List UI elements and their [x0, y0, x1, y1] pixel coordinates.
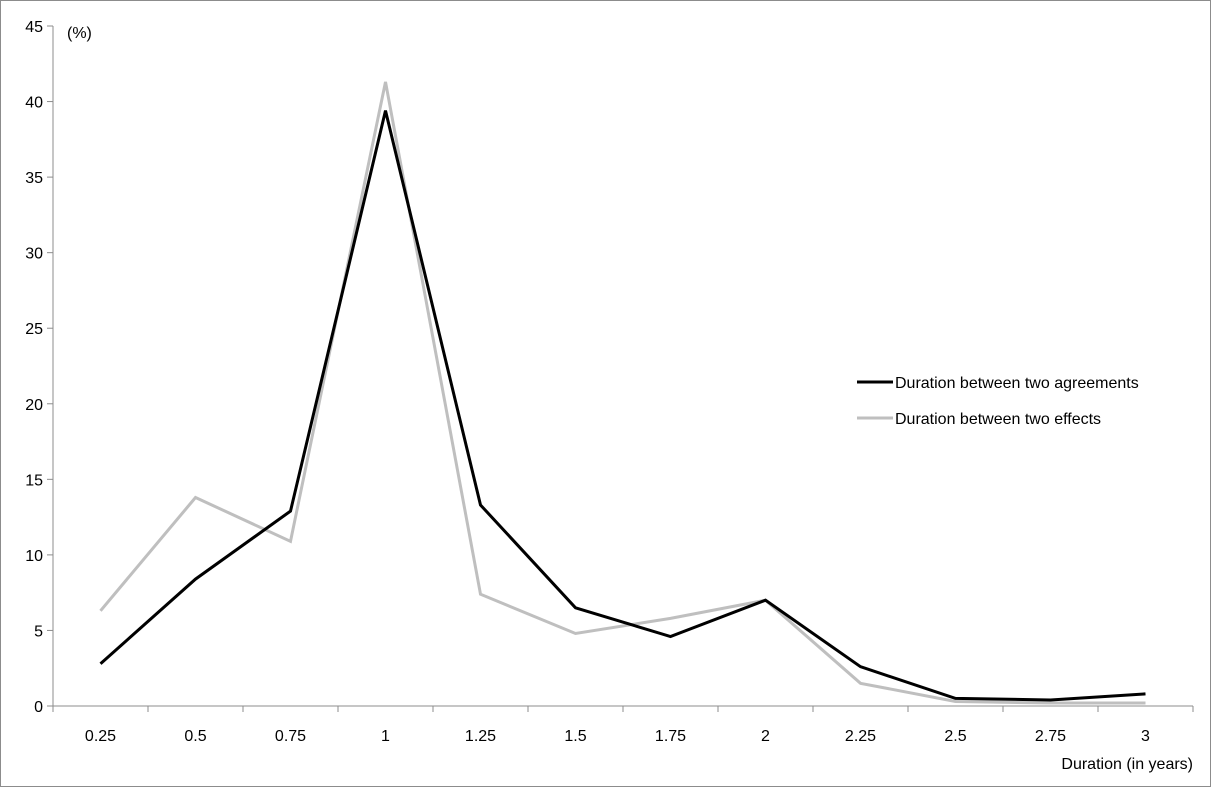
- x-tick-label: 1: [381, 728, 390, 745]
- x-axis: 0.25 0.5 0.75 1 1.25 1.5 1.75 2 2.25 2.5 2.75 3: [52, 705, 1194, 745]
- legend: Duration between two agreements Duration …: [857, 375, 1139, 428]
- x-tick-label: 0.25: [85, 728, 116, 745]
- x-tick-label: 2.25: [845, 728, 876, 745]
- y-tick-label: 40: [25, 95, 43, 112]
- x-tick-label: 3: [1141, 728, 1150, 745]
- x-tick-label: 2: [761, 728, 770, 745]
- y-tick-label: 10: [25, 548, 43, 565]
- y-axis: 0 5 10 15 20 25 30 35 40 45: [25, 19, 54, 716]
- y-axis-label: (%): [67, 25, 92, 42]
- y-tick-label: 25: [25, 321, 43, 338]
- legend-label: Duration between two agreements: [895, 375, 1139, 392]
- x-tick-label: 1.25: [465, 728, 496, 745]
- y-tick-label: 15: [25, 472, 43, 489]
- series-line-agreements: [99, 110, 1146, 702]
- x-tick-label: 0.75: [275, 728, 306, 745]
- x-tick-label: 1.75: [655, 728, 686, 745]
- y-tick-label: 0: [34, 699, 43, 716]
- x-tick-label: 2.5: [944, 728, 966, 745]
- x-tick-label: 2.75: [1035, 728, 1066, 745]
- x-axis-label: Duration (in years): [1061, 756, 1193, 773]
- y-tick-label: 35: [25, 170, 43, 187]
- y-tick-label: 30: [25, 246, 43, 263]
- x-tick-label: 0.5: [184, 728, 206, 745]
- y-tick-label: 45: [25, 19, 43, 36]
- x-tick-label: 1.5: [564, 728, 586, 745]
- series-layer: [99, 81, 1146, 705]
- legend-label: Duration between two effects: [895, 411, 1101, 428]
- series-line-effects: [99, 81, 1146, 705]
- y-tick-label: 20: [25, 397, 43, 414]
- y-tick-label: 5: [34, 623, 43, 640]
